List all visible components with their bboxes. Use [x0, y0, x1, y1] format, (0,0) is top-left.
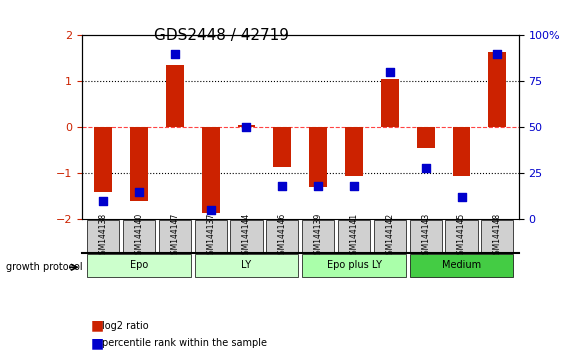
Bar	[417, 127, 435, 148]
Bar	[237, 125, 255, 127]
FancyBboxPatch shape	[445, 220, 477, 252]
FancyBboxPatch shape	[87, 220, 120, 252]
Text: GSM144143: GSM144143	[421, 213, 430, 259]
Point	[134, 189, 143, 195]
FancyBboxPatch shape	[302, 254, 406, 277]
Point	[493, 51, 502, 57]
FancyBboxPatch shape	[410, 220, 442, 252]
Bar	[345, 127, 363, 176]
Point	[457, 195, 466, 200]
Bar	[489, 51, 506, 127]
Point	[99, 198, 108, 204]
Text: ■: ■	[90, 336, 104, 350]
Bar	[202, 127, 220, 212]
Point	[421, 165, 430, 171]
Text: GSM144146: GSM144146	[278, 213, 287, 259]
Point	[385, 69, 395, 75]
Bar	[166, 65, 184, 127]
Text: ■: ■	[90, 319, 104, 333]
Text: Epo: Epo	[130, 260, 148, 270]
FancyBboxPatch shape	[302, 220, 334, 252]
Bar	[130, 127, 148, 201]
Text: GSM144145: GSM144145	[457, 213, 466, 259]
Text: GDS2448 / 42719: GDS2448 / 42719	[154, 28, 289, 43]
Text: GSM144137: GSM144137	[206, 213, 215, 259]
Point	[278, 183, 287, 189]
Text: GSM144141: GSM144141	[349, 213, 359, 259]
Text: growth protocol: growth protocol	[6, 262, 82, 272]
Bar	[94, 127, 112, 192]
FancyBboxPatch shape	[338, 220, 370, 252]
Text: GSM144144: GSM144144	[242, 213, 251, 259]
FancyBboxPatch shape	[410, 254, 514, 277]
Bar	[309, 127, 327, 187]
FancyBboxPatch shape	[195, 220, 227, 252]
Text: Epo plus LY: Epo plus LY	[326, 260, 381, 270]
FancyBboxPatch shape	[481, 220, 514, 252]
Bar	[381, 79, 399, 127]
Point	[349, 183, 359, 189]
Text: GSM144148: GSM144148	[493, 213, 502, 259]
Text: GSM144147: GSM144147	[170, 213, 180, 259]
Point	[170, 51, 180, 57]
FancyBboxPatch shape	[87, 254, 191, 277]
Text: GSM144140: GSM144140	[135, 213, 143, 259]
Text: GSM144139: GSM144139	[314, 213, 322, 259]
Bar	[452, 127, 470, 176]
FancyBboxPatch shape	[159, 220, 191, 252]
Text: percentile rank within the sample: percentile rank within the sample	[102, 338, 267, 348]
Point	[314, 183, 323, 189]
Text: GSM144142: GSM144142	[385, 213, 394, 259]
FancyBboxPatch shape	[123, 220, 155, 252]
FancyBboxPatch shape	[374, 220, 406, 252]
FancyBboxPatch shape	[266, 220, 298, 252]
Text: GSM144138: GSM144138	[99, 213, 108, 259]
Bar	[273, 127, 292, 167]
Text: log2 ratio: log2 ratio	[102, 321, 149, 331]
Point	[206, 207, 215, 213]
FancyBboxPatch shape	[195, 254, 298, 277]
FancyBboxPatch shape	[230, 220, 262, 252]
Text: LY: LY	[241, 260, 251, 270]
Point	[242, 125, 251, 130]
Text: Medium: Medium	[442, 260, 481, 270]
